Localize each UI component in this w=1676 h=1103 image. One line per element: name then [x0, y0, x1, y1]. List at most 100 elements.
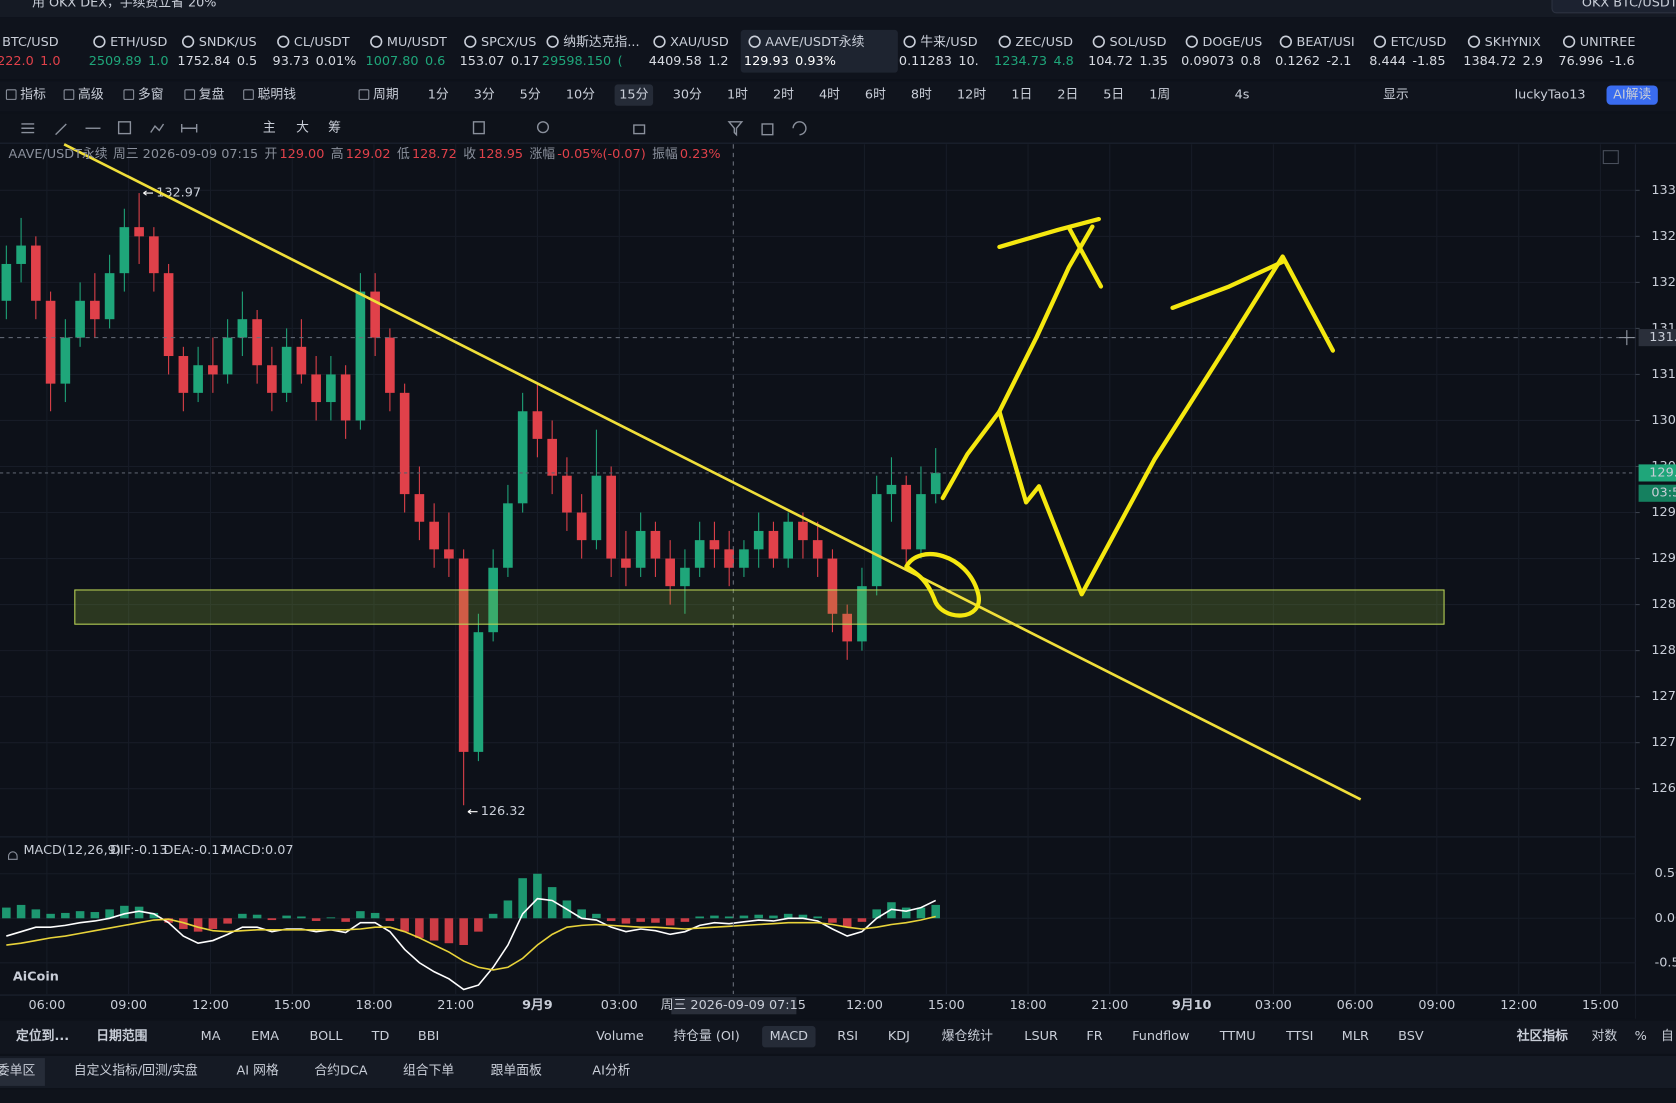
ticker-name[interactable]: 牛来/USD — [920, 35, 977, 50]
indicator-button[interactable]: MLR — [1342, 1029, 1369, 1044]
ticker-name[interactable]: DOGE/US — [1202, 35, 1262, 50]
indicator-bar-button[interactable]: 自 — [1661, 1029, 1674, 1044]
ticker-name[interactable]: BTC/USD — [2, 35, 59, 50]
overlay-button[interactable]: BOLL — [310, 1029, 344, 1044]
overlay-button[interactable]: MA — [201, 1029, 221, 1044]
indicator-button[interactable]: TTMU — [1219, 1029, 1256, 1044]
draw-tool[interactable]: 主 — [263, 121, 276, 136]
candle-body — [340, 374, 351, 421]
icon[interactable] — [536, 121, 550, 134]
icon[interactable] — [117, 121, 132, 135]
draw-tool[interactable]: 筹 — [328, 120, 341, 136]
indicator-button[interactable]: BSV — [1398, 1029, 1424, 1044]
tool-button[interactable]: 多窗 — [138, 87, 164, 103]
tool-button[interactable]: 周期 — [373, 88, 399, 103]
indicator-button[interactable]: LSUR — [1024, 1029, 1058, 1044]
period-button[interactable]: 4时 — [819, 88, 840, 103]
indicator-bar-button[interactable]: 对数 — [1592, 1029, 1618, 1044]
period-button[interactable]: 10分 — [566, 88, 595, 103]
icon[interactable] — [633, 124, 646, 135]
candle-body — [916, 494, 926, 550]
icon[interactable] — [55, 123, 67, 136]
indicator-button[interactable]: KDJ — [888, 1029, 910, 1044]
panel-tab[interactable]: 自定义指标/回测/实盘 — [74, 1062, 198, 1078]
user-name[interactable]: luckyTao13 — [1515, 88, 1586, 103]
ticker-name[interactable]: AAVE/USDT永续 — [765, 35, 864, 50]
icon[interactable] — [727, 121, 744, 137]
search-text[interactable]: OKX BTC/USDT — [1582, 0, 1676, 11]
overlay-button[interactable]: TD — [371, 1029, 390, 1044]
period-button[interactable]: 5分 — [520, 88, 541, 103]
overlay-button[interactable]: EMA — [251, 1029, 279, 1044]
ticker-name[interactable]: BEAT/USI — [1297, 35, 1355, 50]
expand-icon[interactable] — [1602, 150, 1619, 165]
indicator-button[interactable]: 爆仓统计 — [942, 1029, 993, 1044]
icon[interactable] — [472, 121, 485, 135]
period-button[interactable]: 8时 — [911, 88, 932, 103]
indicator-bar-button[interactable]: 社区指标 — [1516, 1028, 1568, 1044]
period-button[interactable]: 1周 — [1149, 88, 1170, 103]
period-button[interactable]: 6时 — [865, 88, 886, 103]
panel-tab[interactable]: 跟单面板 — [491, 1063, 542, 1078]
indicator-bar-button[interactable]: 定位到... — [16, 1028, 69, 1044]
panel-tab[interactable]: 合约DCA — [314, 1063, 367, 1078]
ticker-name[interactable]: SKHYNIX — [1485, 35, 1541, 50]
refresh-rate[interactable]: 4s — [1235, 88, 1250, 103]
panel-tab[interactable]: AI分析 — [592, 1063, 630, 1078]
icon[interactable] — [761, 123, 774, 136]
display-button[interactable]: 显示 — [1383, 88, 1409, 103]
active-ticker[interactable] — [740, 29, 898, 73]
indicator-bar-button[interactable]: % — [1635, 1029, 1647, 1044]
indicator-bar-button[interactable]: 日期范围 — [96, 1028, 147, 1044]
tool-button[interactable]: 指标 — [20, 88, 46, 103]
ticker-quote: 4409.58 1.2 — [649, 53, 729, 68]
ticker-name[interactable]: ZEC/USD — [1015, 35, 1073, 50]
ai-button-bg[interactable] — [1606, 85, 1658, 105]
panel-tab[interactable]: 委单区 — [0, 1063, 35, 1078]
ticker-name[interactable]: 纳斯达克指... — [563, 35, 639, 50]
tool-button[interactable]: 高级 — [78, 87, 104, 103]
tool-button[interactable]: 聪明钱 — [258, 88, 297, 103]
period-button[interactable]: 2日 — [1057, 88, 1078, 103]
ticker-quote: 2509.89 1.0 — [89, 53, 169, 68]
panel-tab[interactable]: AI 网格 — [236, 1062, 278, 1078]
indicator-button[interactable]: TTSI — [1285, 1029, 1313, 1044]
icon[interactable] — [150, 123, 165, 133]
indicator-button[interactable]: 持仓量 (OI) — [673, 1029, 739, 1044]
ticker-name[interactable]: ETC/USD — [1391, 35, 1447, 50]
ticker-name[interactable]: UNITREE — [1580, 35, 1636, 50]
ticker-name[interactable]: ETH/USD — [110, 35, 167, 50]
period-button[interactable]: 1时 — [727, 88, 748, 103]
period-button[interactable]: 15分 — [619, 88, 648, 103]
icon[interactable] — [792, 121, 807, 136]
icon[interactable] — [181, 123, 198, 133]
period-button[interactable]: 2时 — [773, 88, 794, 103]
indicator-button[interactable]: FR — [1086, 1029, 1102, 1044]
period-button[interactable]: 3分 — [474, 88, 495, 103]
search-box[interactable] — [1551, 0, 1676, 14]
indicator-button[interactable]: MACD — [770, 1029, 809, 1044]
indicator-button[interactable]: Volume — [596, 1029, 644, 1044]
candle-body — [650, 530, 661, 559]
period-button[interactable]: 1日 — [1011, 88, 1032, 103]
crosshair-plus[interactable] — [1619, 330, 1635, 346]
draw-tool-icons[interactable] — [21, 121, 807, 137]
panel-tab[interactable]: 组合下单 — [403, 1063, 454, 1078]
indicator-button[interactable]: Fundflow — [1132, 1029, 1189, 1044]
overlay-button[interactable]: BBI — [418, 1029, 439, 1044]
period-button[interactable]: 5日 — [1103, 88, 1124, 103]
icon[interactable] — [21, 123, 35, 134]
ticker-name[interactable]: XAU/USD — [670, 35, 729, 50]
ticker-name[interactable]: SOL/USD — [1109, 35, 1166, 50]
draw-tool[interactable]: 大 — [296, 121, 309, 136]
ai-button[interactable]: AI解读 — [1613, 88, 1651, 103]
period-button[interactable]: 30分 — [673, 88, 702, 103]
period-button[interactable]: 1分 — [428, 88, 449, 103]
period-button[interactable]: 12时 — [957, 88, 986, 103]
ticker-name[interactable]: SPCX/US — [481, 35, 536, 50]
ticker-name[interactable]: SNDK/US — [199, 35, 257, 50]
ticker-name[interactable]: MU/USDT — [387, 35, 447, 50]
indicator-button[interactable]: RSI — [837, 1029, 858, 1044]
tool-button[interactable]: 复盘 — [199, 87, 225, 103]
ticker-name[interactable]: CL/USDT — [294, 35, 350, 50]
